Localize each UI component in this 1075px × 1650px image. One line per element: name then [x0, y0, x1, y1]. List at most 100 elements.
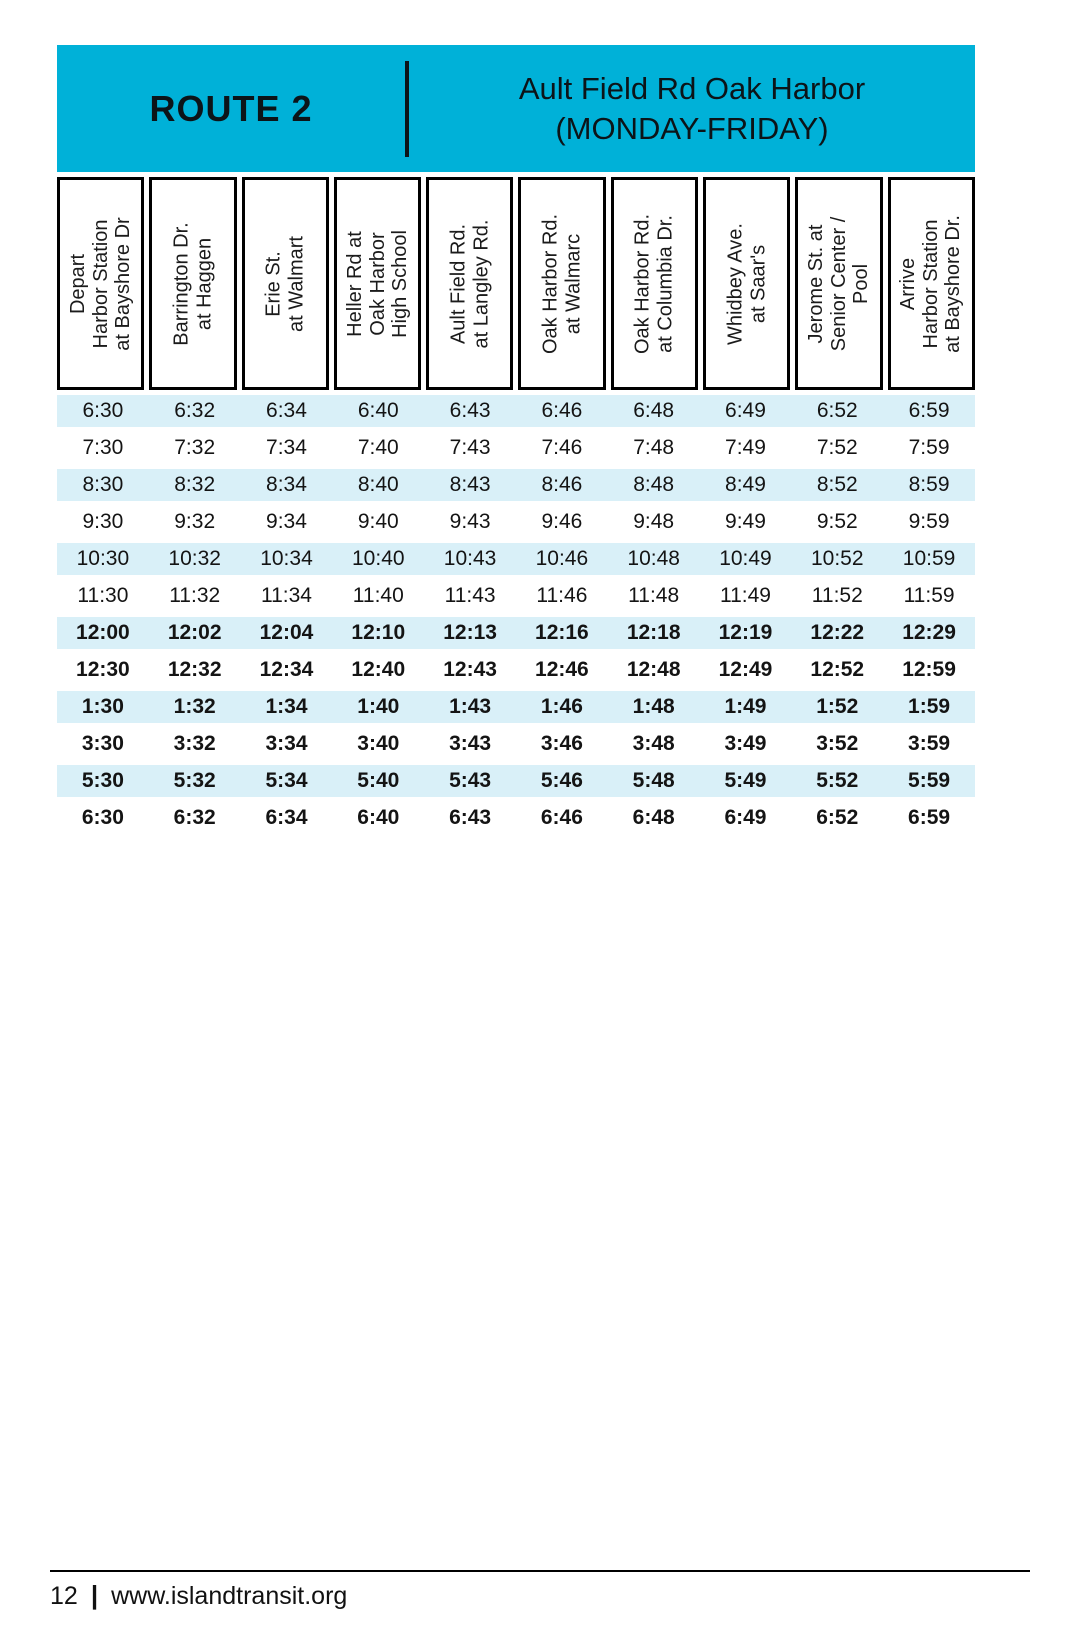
time-cell: 11:32: [169, 583, 221, 607]
time-cell: 6:30: [81, 805, 124, 829]
time-cell: 6:46: [540, 805, 583, 829]
time-cell: 7:46: [541, 435, 583, 459]
time-cell: 6:48: [633, 398, 675, 422]
column-header-label: Heller Rd at Oak Harbor High School: [343, 229, 411, 338]
column-header: Heller Rd at Oak Harbor High School: [333, 177, 422, 390]
time-cell: 10:59: [902, 546, 956, 570]
time-cell: 3:59: [908, 731, 951, 755]
time-cell: 9:59: [908, 509, 950, 533]
column-header: Depart Harbor Station at Bayshore Dr: [57, 177, 145, 390]
route-number-label: ROUTE 2: [149, 87, 313, 129]
time-cell: 7:32: [174, 435, 216, 459]
time-cell: 6:32: [173, 805, 216, 829]
column-header-label: Oak Harbor Rd. at Columbia Dr.: [631, 213, 677, 354]
time-cell: 12:32: [167, 657, 222, 681]
column-header: Ault Field Rd. at Langley Rd.: [426, 177, 514, 390]
time-cell: 1:34: [265, 694, 308, 718]
footer-rule: [50, 1570, 1030, 1572]
time-cell: 12:48: [626, 657, 681, 681]
footer-separator: |: [90, 1580, 99, 1610]
schedule-row: 6:30 6:32 6:34 6:40 6:43 6:46 6:48 6:49 6:52 6:59: [57, 392, 975, 429]
time-cell: 11:40: [352, 583, 404, 607]
time-cell: 6:49: [725, 398, 766, 422]
time-cell: 7:59: [908, 435, 950, 459]
column-header-label: Arrive Harbor Station at Bayshore Dr.: [897, 214, 965, 353]
time-cell: 6:59: [908, 398, 950, 422]
time-cell: 9:32: [174, 509, 216, 533]
time-cell: 11:34: [260, 583, 312, 607]
time-cell: 12:02: [167, 620, 222, 644]
time-cell: 6:30: [82, 398, 124, 422]
time-cell: 12:10: [351, 620, 406, 644]
time-cell: 5:43: [449, 768, 492, 792]
time-cell: 8:59: [908, 472, 950, 496]
time-cell: 8:52: [816, 472, 858, 496]
route-title-line2: (MONDAY-FRIDAY): [555, 110, 829, 146]
time-cell: 1:49: [724, 694, 767, 718]
time-cell: 3:40: [357, 731, 400, 755]
time-cell: 7:48: [633, 435, 675, 459]
time-cell: 10:34: [260, 546, 313, 570]
column-header: Jerome St. at Senior Center / Pool: [795, 177, 883, 390]
column-header: Oak Harbor Rd. at Columbia Dr.: [610, 177, 699, 390]
column-header: Arrive Harbor Station at Bayshore Dr.: [887, 177, 975, 390]
route-header-band: ROUTE 2 Ault Field Rd Oak Harbor (MONDAY…: [57, 45, 975, 172]
time-cell: 11:46: [536, 583, 588, 607]
column-header: Oak Harbor Rd. at Walmarc: [518, 177, 606, 390]
time-cell: 9:40: [357, 509, 399, 533]
time-cell: 12:52: [810, 657, 865, 681]
column-header-label: Whidbey Ave. at Saar's: [724, 222, 769, 345]
time-cell: 8:49: [725, 472, 766, 496]
time-cell: 12:59: [902, 657, 956, 681]
website-url: www.islandtransit.org: [111, 1582, 348, 1610]
schedule-row: 7:30 7:32 7:34 7:40 7:43 7:46 7:48 7:49 7:52 7:59: [57, 429, 975, 466]
time-cell: 12:04: [259, 620, 314, 644]
time-cell: 6:52: [816, 398, 858, 422]
schedule-row: 1:30 1:32 1:34 1:40 1:43 1:46 1:48 1:49 1:52 1:59: [57, 688, 975, 725]
time-cell: 6:34: [265, 805, 308, 829]
time-cell: 1:43: [449, 694, 492, 718]
time-cell: 9:30: [82, 509, 124, 533]
schedule-row: 12:00 12:02 12:04 12:10 12:13 12:16 12:18 12:19…: [57, 614, 975, 651]
time-cell: 6:49: [724, 805, 767, 829]
time-cell: 12:46: [535, 657, 589, 681]
time-cell: 12:30: [76, 657, 130, 681]
column-header-label: Erie St. at Walmart: [262, 235, 308, 332]
time-cell: 12:34: [259, 657, 314, 681]
time-cell: 11:48: [628, 583, 680, 607]
time-cell: 8:32: [174, 472, 216, 496]
time-cell: 7:52: [816, 435, 858, 459]
time-cell: 12:16: [535, 620, 589, 644]
time-cell: 3:34: [265, 731, 308, 755]
time-cell: 6:43: [449, 398, 491, 422]
time-cell: 6:46: [541, 398, 583, 422]
time-cell: 12:22: [810, 620, 865, 644]
time-cell: 1:30: [81, 694, 124, 718]
time-cell: 7:40: [357, 435, 399, 459]
time-cell: 12:40: [351, 657, 406, 681]
time-cell: 10:48: [627, 546, 680, 570]
time-cell: 1:32: [173, 694, 216, 718]
time-cell: 8:43: [449, 472, 491, 496]
time-cell: 7:34: [266, 435, 307, 459]
time-cell: 10:30: [76, 546, 130, 570]
time-cell: 6:52: [816, 805, 859, 829]
time-cell: 5:52: [816, 768, 859, 792]
time-cell: 5:49: [724, 768, 767, 792]
time-cell: 5:30: [81, 768, 124, 792]
time-cell: 9:46: [541, 509, 583, 533]
time-cell: 12:19: [718, 620, 773, 644]
schedule-row: 11:30 11:32 11:34 11:40 11:43 11:46 11:48 11:49…: [57, 577, 975, 614]
time-cell: 12:29: [902, 620, 956, 644]
schedule-row: 3:30 3:32 3:34 3:40 3:43 3:46 3:48 3:49 3:52 3:59: [57, 725, 975, 762]
time-cell: 11:43: [444, 583, 496, 607]
time-cell: 8:46: [541, 472, 583, 496]
time-cell: 9:43: [449, 509, 491, 533]
time-cell: 12:18: [626, 620, 681, 644]
route-title: Ault Field Rd Oak Harbor (MONDAY-FRIDAY): [409, 69, 975, 148]
time-cell: 7:43: [449, 435, 491, 459]
time-cell: 3:43: [449, 731, 492, 755]
footer-text: 12 | www.islandtransit.org: [50, 1580, 1030, 1611]
time-cell: 5:40: [357, 768, 400, 792]
